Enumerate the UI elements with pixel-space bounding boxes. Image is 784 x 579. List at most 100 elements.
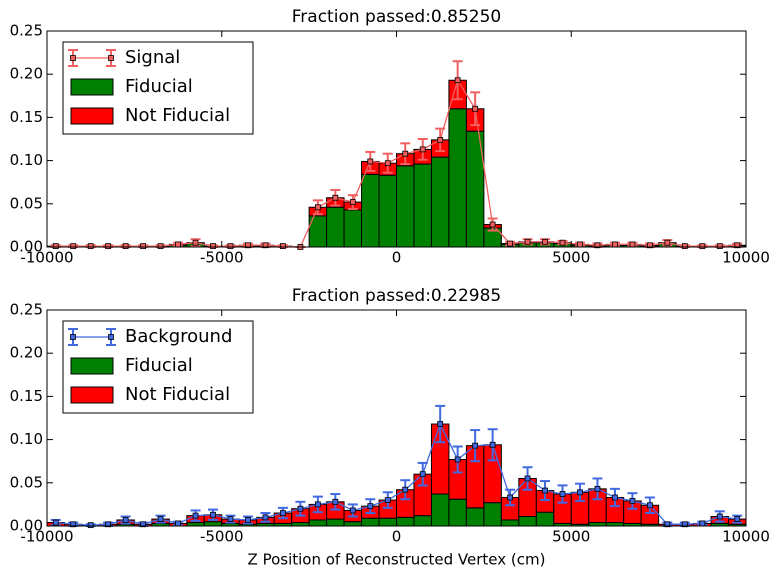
- y-tick-label: 0.15: [10, 108, 43, 126]
- legend-label: Background: [125, 326, 232, 347]
- marker: [314, 204, 321, 211]
- marker: [157, 516, 164, 522]
- marker: [437, 136, 444, 143]
- marker: [402, 486, 409, 493]
- marker: [472, 105, 479, 112]
- marker: [140, 521, 147, 528]
- histogram-bar: [413, 515, 432, 527]
- marker: [175, 241, 181, 248]
- marker: [175, 520, 181, 527]
- x-tick-label: -10000: [20, 528, 73, 546]
- marker: [210, 243, 216, 250]
- marker: [437, 421, 444, 427]
- marker: [646, 242, 653, 249]
- marker: [542, 238, 548, 245]
- marker: [594, 485, 601, 492]
- legend-label: Fiducial: [125, 76, 193, 97]
- x-axis-label: Z Position of Reconstructed Vertex (cm): [248, 551, 546, 569]
- marker: [157, 243, 164, 250]
- y-tick-label: 0.00: [10, 238, 43, 256]
- y-tick-label: 0.10: [10, 430, 43, 448]
- plot: [46, 404, 747, 529]
- marker: [594, 242, 601, 249]
- legend-swatch: [70, 386, 114, 404]
- histogram-bar: [291, 522, 310, 527]
- histogram-bar: [326, 206, 345, 248]
- marker: [699, 520, 706, 527]
- x-tick-label: 0: [392, 249, 402, 267]
- legend-swatch: [70, 107, 114, 125]
- legend-label: Not Fiducial: [125, 384, 230, 405]
- chart-title: Fraction passed:0.22985: [292, 286, 501, 306]
- marker: [646, 502, 653, 509]
- legend-label: Fiducial: [125, 355, 193, 376]
- marker: [87, 243, 94, 250]
- marker: [577, 489, 583, 496]
- marker: [297, 505, 304, 512]
- marker: [140, 243, 147, 250]
- x-tick-label: 5000: [552, 528, 590, 546]
- marker: [52, 243, 59, 250]
- marker: [664, 239, 671, 246]
- legend-label: Not Fiducial: [125, 105, 230, 126]
- legend: Signal Fiducial Not Fiducial: [62, 41, 254, 135]
- marker: [716, 243, 723, 250]
- legend-marker: [108, 334, 114, 340]
- marker: [245, 242, 251, 249]
- marker: [245, 517, 251, 523]
- y-tick-label: 0.10: [10, 151, 43, 169]
- marker: [577, 241, 583, 248]
- histogram-bar: [343, 521, 363, 527]
- legend-label: Signal: [125, 47, 180, 68]
- marker: [419, 146, 426, 153]
- marker: [122, 243, 129, 250]
- marker: [454, 77, 461, 84]
- y-tick-label: 0.25: [10, 301, 43, 319]
- marker: [612, 494, 618, 501]
- marker: [507, 240, 513, 247]
- marker: [332, 498, 339, 505]
- y-tick-label: 0.25: [10, 22, 43, 40]
- legend-marker: [108, 55, 114, 61]
- marker: [472, 442, 479, 449]
- marker: [681, 521, 688, 528]
- marker: [367, 158, 374, 165]
- legend: Background Fiducial Not Fiducial: [62, 320, 254, 414]
- y-tick-label: 0.20: [10, 65, 43, 83]
- histogram-bar: [430, 493, 450, 527]
- histogram-bar: [378, 174, 397, 248]
- series-line: [55, 422, 738, 526]
- histogram-bar: [343, 209, 363, 248]
- marker: [716, 513, 723, 520]
- histogram-bar: [186, 522, 205, 527]
- marker: [664, 521, 671, 528]
- histogram-bar: [326, 518, 345, 527]
- marker: [349, 507, 356, 514]
- histogram-bar: [535, 511, 555, 527]
- marker: [87, 522, 94, 529]
- marker: [105, 243, 112, 250]
- marker: [52, 519, 59, 526]
- marker: [210, 511, 216, 518]
- marker: [349, 199, 356, 205]
- marker: [559, 239, 566, 246]
- marker: [612, 241, 618, 248]
- y-tick-label: 0.05: [10, 194, 43, 212]
- marker: [192, 239, 199, 246]
- y-tick-label: 0.15: [10, 387, 43, 405]
- histogram-bar: [361, 173, 380, 248]
- histogram-bar: [378, 517, 397, 527]
- marker: [681, 243, 688, 250]
- marker: [542, 487, 548, 494]
- histogram-bar: [430, 156, 450, 248]
- x-tick-label: -5000: [200, 528, 244, 546]
- legend-swatch: [70, 357, 114, 375]
- histogram-bar: [588, 522, 607, 527]
- histogram-bar: [605, 522, 625, 527]
- marker: [262, 514, 269, 521]
- x-tick-label: 0: [392, 528, 402, 546]
- marker: [629, 241, 636, 248]
- marker: [489, 441, 496, 448]
- marker: [384, 160, 391, 167]
